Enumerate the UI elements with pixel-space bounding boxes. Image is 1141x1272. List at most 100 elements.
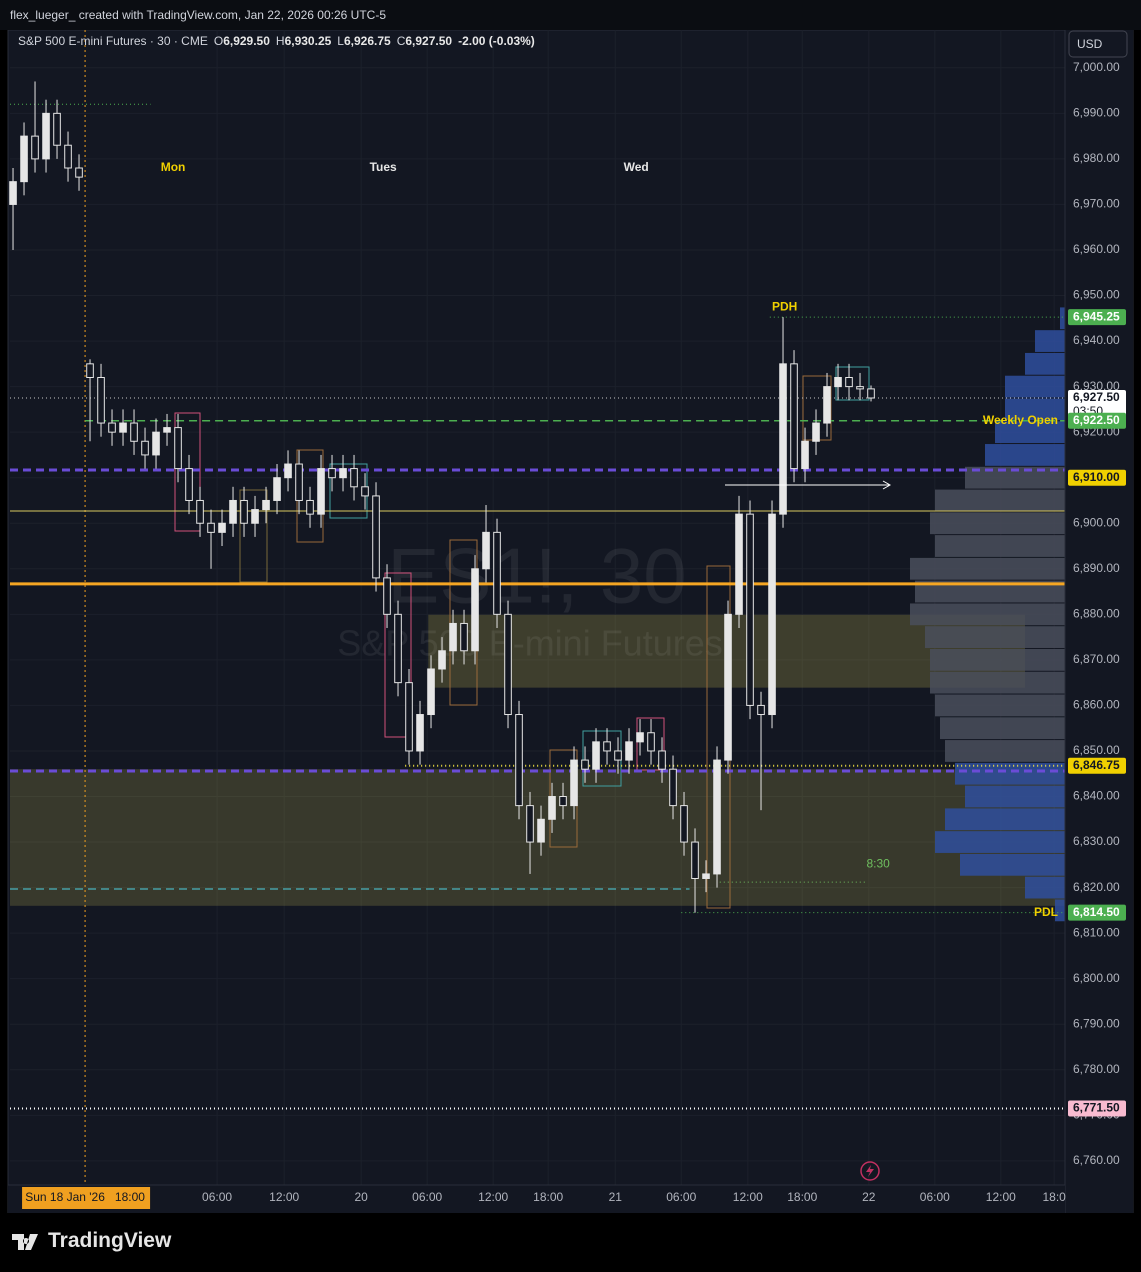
x-tick-label: 18:0 (1042, 1190, 1066, 1204)
candle-body (713, 759, 721, 875)
levels: Mon Tues Wed PDH Weekly Open PDL 8:30 (10, 30, 1065, 1185)
session-box (384, 572, 412, 738)
volume-bar (1005, 375, 1065, 398)
watermark-symbol: ES1!, 30 (387, 532, 686, 620)
x-tick-label: 12:00 (986, 1190, 1016, 1204)
candle-body (647, 732, 655, 752)
time-axis (8, 1185, 1065, 1213)
candle-body (262, 499, 270, 511)
candle-body (680, 805, 688, 843)
y-tick-label: 6,880.00 (1073, 607, 1120, 621)
session-box (174, 412, 201, 532)
volume-bar (935, 694, 1065, 717)
candle-body (383, 577, 391, 615)
candle-body (526, 805, 534, 843)
volume-bar (965, 785, 1065, 808)
candle-body (163, 427, 171, 433)
volume-bar (1025, 352, 1065, 375)
volume-bar (915, 580, 1065, 603)
candle-body (537, 818, 545, 843)
candle-body (867, 388, 875, 399)
candle-body (559, 796, 567, 807)
candle-body (658, 750, 666, 770)
candle-body (449, 622, 457, 652)
volume-bar (1055, 899, 1065, 922)
price-tag (1068, 389, 1126, 420)
level-text: PDH (772, 299, 797, 313)
price-tag-label: 6,771.50 (1073, 1101, 1120, 1115)
ohlc-value: 6,926.75 (343, 34, 391, 48)
price-tag (1068, 309, 1126, 326)
price-tag (1068, 469, 1126, 486)
candle-body (9, 181, 17, 205)
candle-body (31, 135, 39, 160)
candle-body (361, 486, 369, 497)
candle-body (53, 112, 61, 146)
candle-body (515, 714, 523, 807)
candle-body (823, 386, 831, 424)
volume-bar (935, 535, 1065, 557)
arrow (725, 480, 892, 490)
candle-body (834, 377, 842, 388)
candle-body (108, 422, 116, 433)
y-tick-label: 6,970.00 (1073, 197, 1120, 211)
x-tick-label: 12:00 (733, 1190, 763, 1204)
price-tags: 6,945.256,927.5003:506,922.506,910.006,8… (1068, 309, 1126, 1117)
session-label: Wed (624, 160, 649, 174)
price-tag (1068, 904, 1126, 921)
y-tick-label: 6,780.00 (1073, 1062, 1120, 1076)
candle-body (845, 377, 853, 388)
y-tick-label: 6,790.00 (1073, 1016, 1120, 1030)
volume-bar (910, 557, 1065, 580)
session-box (239, 489, 268, 583)
candle-body (603, 741, 611, 752)
y-tick-label: 6,840.00 (1073, 789, 1120, 803)
price-tag-label: 6,945.25 (1073, 309, 1120, 323)
session-label: Mon (161, 160, 186, 174)
footer (0, 1213, 1141, 1272)
volume-bar (930, 512, 1065, 535)
ohlc-value: 6,929.50 (223, 34, 270, 48)
volume-bar (925, 626, 1065, 648)
crosshair-tag (22, 1187, 151, 1209)
y-tick-label: 6,990.00 (1073, 106, 1120, 120)
currency-button[interactable] (1068, 30, 1128, 58)
y-tick-label: 6,810.00 (1073, 925, 1120, 939)
candle-body (306, 499, 314, 515)
alert-bolt[interactable] (866, 1165, 874, 1177)
price-tag-label: 6,927.50 (1073, 390, 1120, 404)
y-tick-label: 6,820.00 (1073, 880, 1120, 894)
x-tick-label: 22 (862, 1190, 876, 1204)
candle-body (317, 468, 325, 515)
y-tick-label: 6,890.00 (1073, 561, 1120, 575)
candle-body (724, 613, 732, 761)
ohlc-key: O (213, 34, 224, 48)
currency[interactable]: USD (1077, 37, 1103, 51)
candle-body (471, 568, 479, 652)
symbol: S&P 500 E-mini Futures · 30 · CME (18, 34, 208, 48)
candle-body (240, 499, 248, 524)
candle-body (185, 468, 193, 501)
candle-body (570, 759, 578, 807)
candle-body (394, 613, 402, 684)
price-tag (1068, 757, 1126, 774)
candle-body (669, 768, 677, 807)
candle-body (372, 495, 380, 579)
candle-body (460, 622, 468, 652)
candle-body (141, 440, 149, 456)
candle-body (64, 144, 72, 169)
candle-body (350, 468, 358, 488)
y-tick-label: 6,760.00 (1073, 1153, 1120, 1167)
candle-body (328, 468, 336, 479)
x-tick-label: 06:00 (202, 1190, 232, 1204)
alert-circle[interactable] (860, 1161, 880, 1181)
change: -2.00 (-0.03%) (458, 34, 535, 48)
x-tick-label: 18:00 (787, 1190, 817, 1204)
price-tag-label: 6,846.75 (1073, 758, 1120, 772)
volume-bar (910, 603, 1065, 626)
ohlc-key: C (396, 34, 406, 48)
alert-icon[interactable] (860, 1161, 880, 1181)
candle-body (86, 363, 94, 379)
x-tick-label: 12:00 (478, 1190, 508, 1204)
volume-bar (995, 421, 1065, 444)
